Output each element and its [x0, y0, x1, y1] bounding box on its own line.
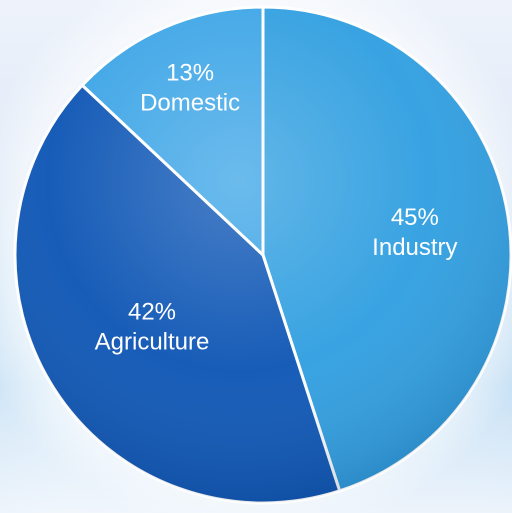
pie-gloss	[15, 7, 511, 503]
slice-label-agriculture: Agriculture	[95, 328, 210, 355]
slice-label-industry: Industry	[372, 234, 457, 261]
pie-labels: 45% Industry 42% Agriculture 13% Domestic	[95, 60, 458, 356]
pie-rim	[14, 6, 512, 504]
slice-percent-agriculture: 42%	[128, 298, 176, 325]
slice-percent-industry: 45%	[391, 204, 439, 231]
slice-label-domestic: Domestic	[140, 90, 240, 117]
slice-percent-domestic: 13%	[166, 60, 214, 87]
